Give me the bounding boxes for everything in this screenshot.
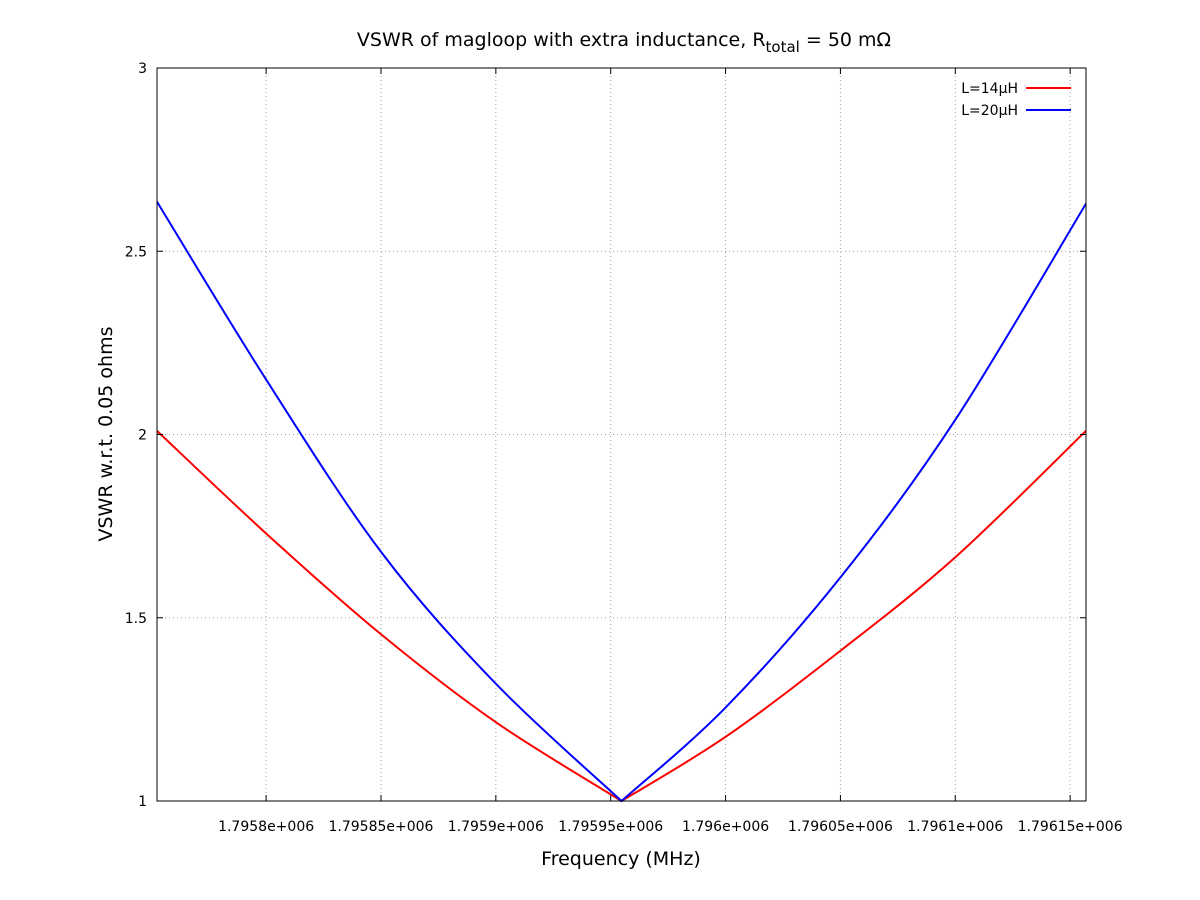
grid [157, 68, 1086, 801]
plot-area [156, 201, 1087, 803]
x-tick-label: 1.7959e+006 [448, 819, 544, 835]
y-tick-label: 3 [138, 61, 147, 77]
y-tick-label: 2.5 [125, 244, 147, 260]
series-line-0 [156, 430, 1087, 803]
y-axis-title: VSWR w.r.t. 0.05 ohms [95, 327, 117, 542]
x-tick-label: 1.79605e+006 [788, 819, 893, 835]
x-tick-label: 1.7958e+006 [218, 819, 314, 835]
y-axis-tick-labels: 1 1.5 2 2.5 3 [125, 61, 147, 810]
y-tick-label: 1.5 [125, 611, 147, 627]
chart-title: VSWR of magloop with extra inductance, R… [357, 29, 891, 56]
series-line-1 [156, 201, 1087, 803]
x-axis-title: Frequency (MHz) [541, 848, 701, 870]
legend-label: L=14µH [961, 81, 1018, 97]
x-tick-label: 1.79615e+006 [1018, 819, 1123, 835]
x-tick-label: 1.7961e+006 [907, 819, 1003, 835]
y-tick-label: 2 [138, 428, 147, 444]
legend-label: L=20µH [961, 103, 1018, 119]
x-axis-tick-labels: 1.7958e+006 1.79585e+006 1.7959e+006 1.7959… [218, 819, 1123, 835]
legend: L=14µH L=20µH [961, 81, 1071, 119]
x-tick-label: 1.796e+006 [682, 819, 769, 835]
x-tick-label: 1.79595e+006 [558, 819, 663, 835]
x-tick-label: 1.79585e+006 [328, 819, 433, 835]
axis-ticks [157, 67, 1086, 802]
y-tick-label: 1 [138, 794, 147, 810]
